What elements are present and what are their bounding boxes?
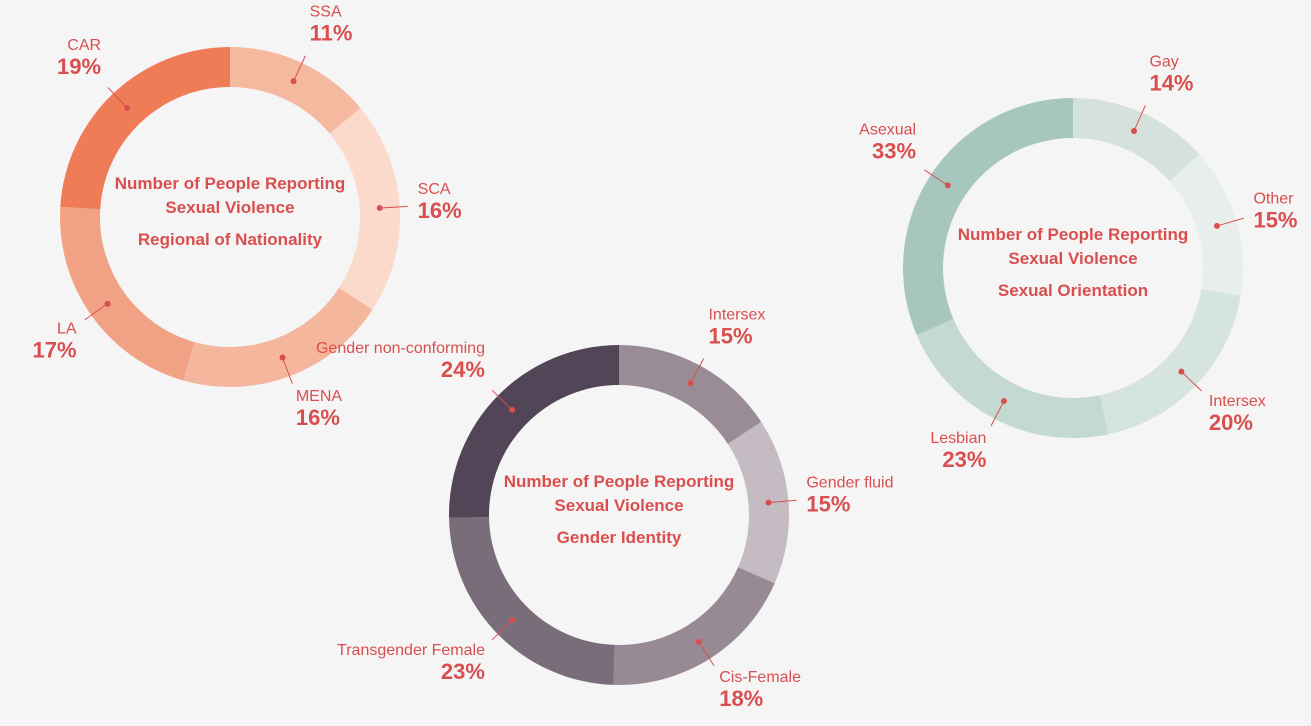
- value-label: 15%: [1253, 207, 1297, 232]
- segment-label: Gay: [1149, 53, 1178, 70]
- leader-line: [1216, 217, 1244, 227]
- leader-dot: [1131, 127, 1138, 134]
- chart-subtitle: Gender Identity: [556, 528, 682, 547]
- leader-dot: [104, 300, 111, 307]
- value-label: 23%: [942, 447, 986, 472]
- leader-line: [491, 389, 513, 411]
- chart-title: Number of People Reporting Sexual Violen…: [114, 174, 346, 217]
- value-label: 24%: [441, 357, 485, 382]
- donut-segment: [59, 206, 195, 381]
- leader-line: [990, 400, 1005, 427]
- segment-label: SSA: [310, 4, 342, 21]
- chart-subtitle: Sexual Orientation: [997, 281, 1149, 300]
- segment-label: Other: [1253, 190, 1294, 207]
- leader-dot: [124, 104, 131, 111]
- leader-dot: [1000, 398, 1007, 405]
- value-label: 14%: [1149, 70, 1193, 95]
- value-label: 15%: [806, 491, 850, 516]
- donut-segment: [60, 47, 231, 210]
- donut-segment: [613, 567, 775, 685]
- leader-line: [107, 87, 128, 109]
- leader-dot: [279, 354, 286, 361]
- donut-segment: [916, 319, 1109, 438]
- value-label: 15%: [708, 324, 752, 349]
- leader-dot: [509, 617, 516, 624]
- donut-segment: [1100, 289, 1241, 435]
- leader-dot: [687, 380, 694, 387]
- segment-label: SCA: [418, 181, 451, 198]
- chart-title: Number of People Reporting Sexual Violen…: [503, 472, 735, 515]
- value-label: 19%: [57, 54, 101, 79]
- donut-segment: [903, 98, 1073, 335]
- leader-line: [924, 169, 949, 186]
- value-label: 23%: [441, 659, 485, 684]
- leader-line: [491, 619, 513, 641]
- center-label: Number of People Reporting Sexual Violen…: [499, 470, 739, 550]
- leader-dot: [509, 406, 516, 413]
- leader-line: [282, 357, 293, 384]
- value-label: 16%: [418, 198, 462, 223]
- chart-title: Number of People Reporting Sexual Violen…: [957, 225, 1189, 268]
- center-label: Number of People Reporting Sexual Violen…: [953, 223, 1193, 303]
- leader-line: [768, 499, 797, 504]
- value-label: 16%: [296, 405, 340, 430]
- leader-dot: [376, 205, 383, 212]
- segment-label: CAR: [67, 37, 101, 54]
- leader-dot: [290, 78, 297, 85]
- segment-label: Intersex: [708, 307, 765, 324]
- value-label: 33%: [872, 138, 916, 163]
- leader-line: [689, 358, 705, 384]
- leader-dot: [1213, 222, 1220, 229]
- leader-dot: [944, 182, 951, 189]
- donut-segment: [727, 422, 789, 584]
- chart-subtitle: Regional of Nationality: [137, 230, 323, 249]
- segment-label: Intersex: [1209, 393, 1266, 410]
- donut-segment: [329, 108, 400, 310]
- segment-label: MENA: [296, 388, 343, 405]
- leader-dot: [695, 638, 702, 645]
- donut-segment: [230, 47, 361, 134]
- leader-line: [1133, 105, 1146, 132]
- donut-segment: [183, 287, 373, 387]
- segment-label: Transgender Female: [337, 642, 485, 659]
- segment-label: Gender non-conforming: [316, 340, 485, 357]
- donut-segment: [619, 345, 762, 444]
- value-label: 18%: [719, 686, 763, 711]
- segment-label: Cis-Female: [719, 669, 801, 686]
- segment-label: Lesbian: [930, 430, 986, 447]
- leader-line: [1181, 371, 1203, 392]
- value-label: 17%: [33, 338, 77, 363]
- value-label: 20%: [1209, 410, 1253, 435]
- segment-label: LA: [57, 321, 77, 338]
- donut-segment: [448, 345, 619, 518]
- donut-segment: [449, 517, 615, 685]
- segment-label: Asexual: [859, 121, 916, 138]
- value-label: 11%: [310, 21, 353, 46]
- leader-line: [293, 55, 306, 82]
- leader-dot: [765, 499, 772, 506]
- leader-dot: [1178, 368, 1185, 375]
- donut-segment: [1073, 98, 1200, 182]
- donut-segment: [1169, 154, 1243, 296]
- segment-label: Gender fluid: [806, 474, 893, 491]
- leader-line: [84, 303, 108, 321]
- leader-line: [379, 205, 408, 209]
- leader-line: [698, 641, 715, 666]
- center-label: Number of People Reporting Sexual Violen…: [110, 172, 350, 252]
